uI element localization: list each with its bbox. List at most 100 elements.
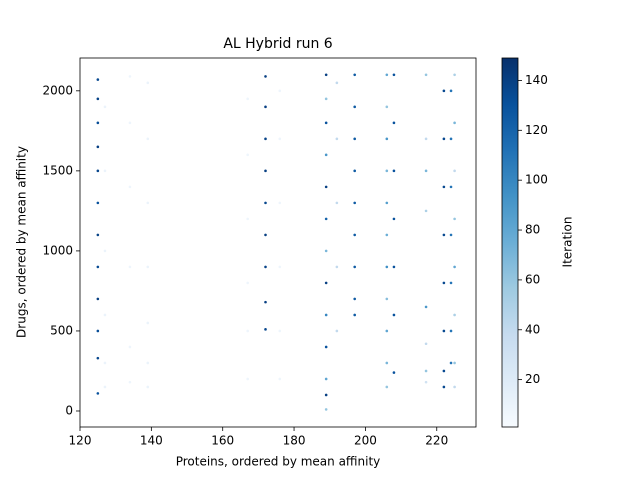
point: [392, 73, 396, 77]
y-tick-label: 2000: [42, 83, 73, 97]
point: [324, 377, 328, 381]
point: [96, 265, 100, 269]
point: [353, 169, 357, 173]
point: [424, 137, 428, 141]
point: [128, 185, 132, 189]
point: [392, 121, 396, 125]
colorbar: [501, 57, 519, 428]
plot-frame: [79, 57, 477, 428]
colorbar-tick-label: 60: [525, 272, 540, 286]
point: [442, 233, 446, 237]
point: [146, 81, 150, 85]
point: [103, 361, 107, 365]
point: [96, 145, 100, 149]
chart-title: AL Hybrid run 6: [223, 36, 332, 52]
point: [385, 297, 389, 301]
point: [128, 380, 132, 384]
point: [264, 328, 267, 331]
point: [324, 121, 328, 125]
point: [353, 313, 357, 317]
point: [96, 201, 100, 205]
x-tick-label: 200: [354, 434, 377, 448]
point: [128, 345, 132, 349]
point: [353, 105, 357, 109]
point: [103, 385, 107, 389]
point: [103, 249, 107, 253]
point: [103, 105, 107, 109]
point: [392, 169, 396, 173]
point: [278, 265, 282, 269]
x-axis-label: Proteins, ordered by mean affinity: [176, 455, 381, 469]
point: [324, 281, 328, 285]
point: [385, 137, 389, 141]
point: [353, 233, 357, 237]
point: [246, 153, 249, 157]
point: [96, 169, 100, 173]
point: [324, 73, 328, 77]
y-tick-label: 500: [50, 323, 73, 337]
point: [449, 137, 453, 141]
x-tick-label: 220: [425, 434, 448, 448]
point: [424, 209, 428, 213]
point: [128, 75, 132, 78]
point: [103, 313, 107, 317]
point: [324, 408, 328, 411]
point: [392, 313, 396, 317]
point: [442, 185, 446, 189]
point: [424, 369, 428, 373]
point: [246, 281, 249, 285]
point: [264, 201, 267, 205]
point: [442, 137, 446, 141]
point: [335, 265, 339, 269]
colorbar-tick-label: 100: [525, 173, 548, 187]
point: [278, 377, 282, 381]
point: [353, 297, 357, 301]
point: [146, 137, 150, 141]
point: [385, 265, 389, 269]
point: [385, 329, 389, 333]
point: [146, 201, 150, 205]
point: [128, 121, 132, 125]
point: [353, 201, 357, 205]
point: [442, 281, 446, 285]
point: [453, 313, 456, 317]
point: [449, 329, 453, 333]
point: [353, 265, 357, 269]
point: [278, 201, 282, 205]
point: [96, 297, 100, 301]
point: [335, 329, 339, 333]
point: [264, 137, 267, 141]
point: [385, 201, 389, 205]
y-tick-label: 1500: [42, 163, 73, 177]
point: [453, 169, 456, 173]
point: [146, 321, 150, 325]
point: [353, 73, 357, 77]
point: [246, 329, 249, 333]
point: [449, 281, 453, 285]
point: [442, 89, 446, 93]
point: [96, 329, 100, 333]
point: [424, 73, 428, 77]
point: [449, 233, 453, 237]
point: [96, 121, 100, 125]
point: [246, 97, 249, 101]
point: [264, 75, 267, 78]
point: [442, 385, 446, 389]
point: [246, 217, 249, 221]
point: [278, 89, 282, 93]
point: [449, 89, 453, 93]
point: [442, 369, 446, 373]
point: [392, 371, 396, 374]
y-tick-label: 0: [65, 403, 73, 417]
y-tick-label: 1000: [42, 243, 73, 257]
colorbar-tick-label: 140: [525, 73, 548, 87]
x-tick-label: 180: [283, 434, 306, 448]
point: [278, 137, 282, 141]
y-axis-label: Drugs, ordered by mean affinity: [15, 146, 29, 338]
colorbar-label: Iteration: [561, 217, 575, 268]
point: [96, 78, 100, 81]
point: [96, 356, 100, 360]
point: [324, 153, 328, 157]
point: [264, 169, 267, 173]
point: [264, 105, 267, 109]
